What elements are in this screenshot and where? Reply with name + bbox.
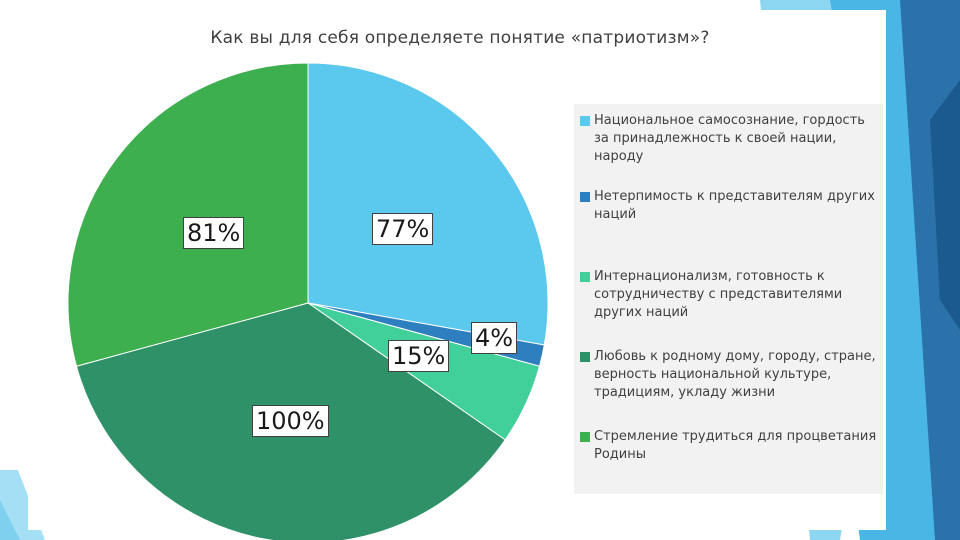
data-label-1: 77% [372, 213, 434, 245]
legend-item-2: Нетерпимость к представителям других нац… [580, 188, 880, 224]
legend-item-1: Национальное самосознание, гордость за п… [580, 112, 880, 166]
data-label-4: 100% [252, 405, 329, 437]
bg-decor-left-accent [0, 500, 20, 540]
pie-slice-5 [67, 62, 309, 367]
legend-swatch [580, 116, 590, 126]
legend-label: Стремление трудиться для процветания Род… [594, 429, 877, 462]
legend-item-3: Интернационализм, готовность к сотруднич… [580, 268, 880, 322]
legend-label: Национальное самосознание, гордость за п… [594, 113, 865, 164]
legend-label: Нетерпимость к представителям других нац… [594, 189, 875, 222]
data-label-3: 15% [388, 340, 450, 372]
legend-swatch [580, 192, 590, 202]
legend-label: Интернационализм, готовность к сотруднич… [594, 269, 843, 320]
data-label-5: 81% [183, 217, 245, 249]
data-label-2: 4% [471, 322, 518, 354]
legend-item-5: Стремление трудиться для процветания Род… [580, 428, 880, 464]
legend: Национальное самосознание, гордость за п… [574, 104, 883, 494]
legend-swatch [580, 272, 590, 282]
bg-decor-right-pale [930, 80, 960, 330]
legend-item-4: Любовь к родному дому, городу, стране, в… [580, 348, 880, 402]
chart-title: Как вы для себя определяете понятие «пат… [210, 28, 710, 48]
legend-swatch [580, 352, 590, 362]
legend-label: Любовь к родному дому, городу, стране, в… [594, 349, 876, 400]
legend-swatch [580, 432, 590, 442]
pie-slice-1 [307, 62, 549, 346]
